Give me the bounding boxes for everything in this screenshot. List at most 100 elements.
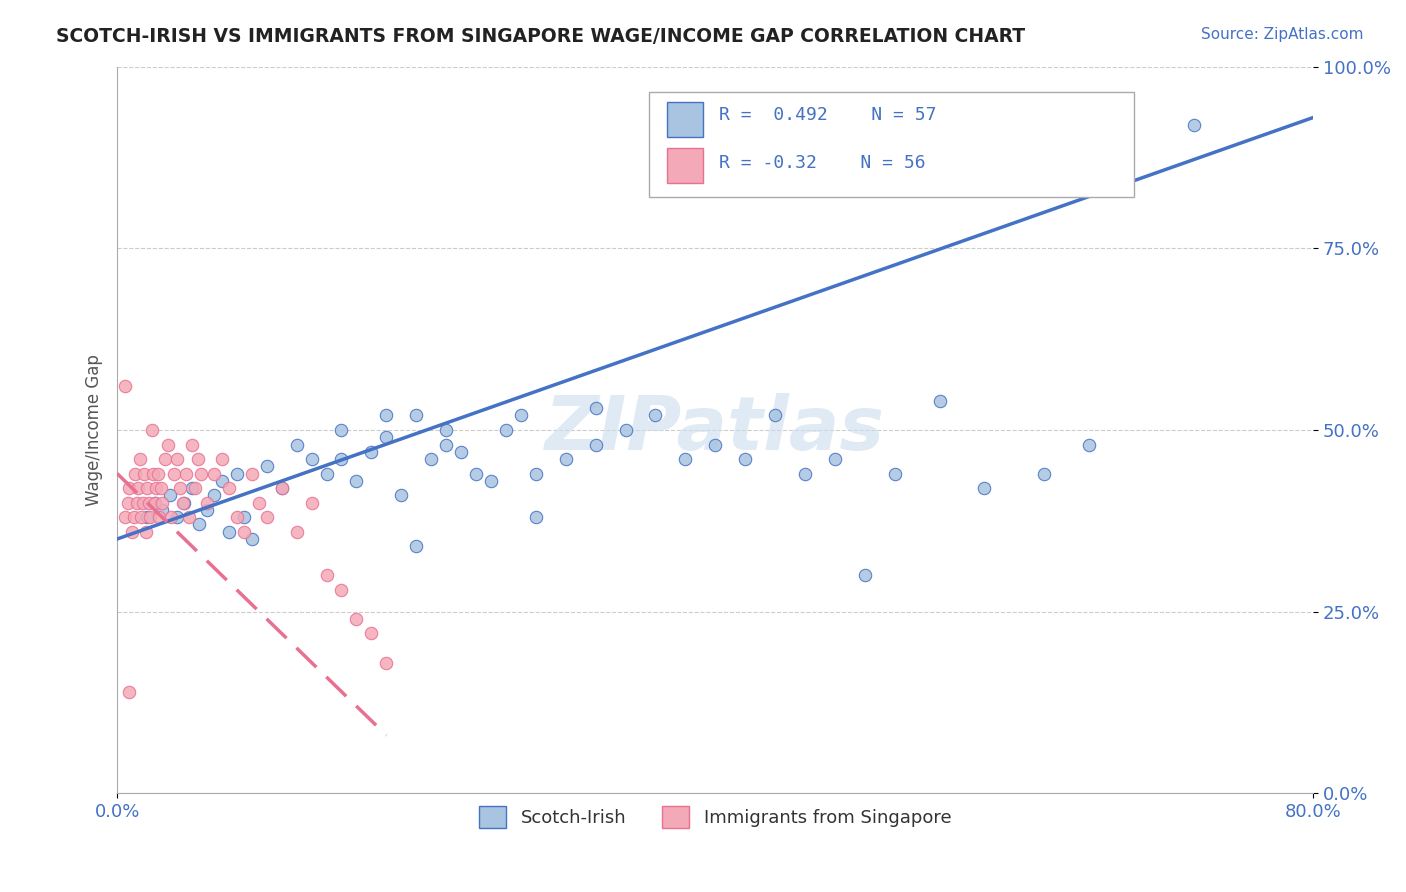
FancyBboxPatch shape xyxy=(668,103,703,137)
Point xyxy=(256,459,278,474)
Point xyxy=(315,568,337,582)
Point xyxy=(233,510,256,524)
Point xyxy=(202,467,225,481)
Point xyxy=(157,437,180,451)
Point xyxy=(270,481,292,495)
Point xyxy=(330,452,353,467)
Point xyxy=(218,481,240,495)
Text: R =  0.492    N = 57: R = 0.492 N = 57 xyxy=(718,106,936,124)
Point xyxy=(136,510,159,524)
Point xyxy=(465,467,488,481)
Point xyxy=(166,452,188,467)
Point xyxy=(247,496,270,510)
Point xyxy=(143,496,166,510)
Point xyxy=(240,532,263,546)
Text: ZIPatlas: ZIPatlas xyxy=(546,393,886,467)
Point xyxy=(330,582,353,597)
Y-axis label: Wage/Income Gap: Wage/Income Gap xyxy=(86,354,103,506)
Point xyxy=(405,409,427,423)
Point xyxy=(118,684,141,698)
Point xyxy=(644,409,666,423)
Point xyxy=(434,437,457,451)
Point xyxy=(883,467,905,481)
Point xyxy=(160,510,183,524)
Point xyxy=(139,510,162,524)
Point xyxy=(420,452,443,467)
Point xyxy=(375,409,398,423)
Point xyxy=(142,467,165,481)
Point xyxy=(132,467,155,481)
Point xyxy=(344,612,367,626)
Point xyxy=(973,481,995,495)
Point xyxy=(225,510,247,524)
Point xyxy=(150,496,173,510)
Point xyxy=(673,452,696,467)
Point xyxy=(344,474,367,488)
Point xyxy=(256,510,278,524)
Point xyxy=(218,524,240,539)
Point xyxy=(285,437,308,451)
Point xyxy=(389,488,412,502)
Point xyxy=(166,510,188,524)
Point xyxy=(129,510,152,524)
Text: R = -0.32    N = 56: R = -0.32 N = 56 xyxy=(718,154,925,172)
Point xyxy=(145,481,167,495)
Point xyxy=(202,488,225,502)
Point xyxy=(188,517,211,532)
Point xyxy=(285,524,308,539)
Point xyxy=(146,467,169,481)
Point xyxy=(138,496,160,510)
Point xyxy=(301,452,323,467)
Point xyxy=(211,474,233,488)
Point xyxy=(121,524,143,539)
Point xyxy=(174,467,197,481)
Point xyxy=(330,423,353,437)
Point xyxy=(824,452,846,467)
Point xyxy=(187,452,209,467)
Point xyxy=(125,496,148,510)
Legend: Scotch-Irish, Immigrants from Singapore: Scotch-Irish, Immigrants from Singapore xyxy=(472,798,959,835)
Point xyxy=(141,423,163,437)
Point xyxy=(122,510,145,524)
Point xyxy=(479,474,502,488)
Point xyxy=(153,452,176,467)
Point xyxy=(450,444,472,458)
Point xyxy=(240,467,263,481)
Point xyxy=(114,379,136,393)
Point xyxy=(853,568,876,582)
Point xyxy=(315,467,337,481)
Point xyxy=(524,510,547,524)
Point xyxy=(360,444,382,458)
Point xyxy=(149,481,172,495)
FancyBboxPatch shape xyxy=(650,92,1133,197)
Point xyxy=(127,481,149,495)
Point xyxy=(1033,467,1056,481)
Point xyxy=(928,393,950,408)
Point xyxy=(509,409,531,423)
Point xyxy=(136,481,159,495)
Point xyxy=(184,481,207,495)
Point xyxy=(195,496,218,510)
Point xyxy=(434,423,457,437)
Point xyxy=(190,467,212,481)
Point xyxy=(177,510,200,524)
Point xyxy=(169,481,191,495)
Text: Source: ZipAtlas.com: Source: ZipAtlas.com xyxy=(1201,27,1364,42)
Point xyxy=(763,409,786,423)
Point xyxy=(114,510,136,524)
Point xyxy=(585,401,607,416)
Point xyxy=(159,488,181,502)
Point xyxy=(195,503,218,517)
Point xyxy=(124,467,146,481)
FancyBboxPatch shape xyxy=(668,148,703,183)
Point xyxy=(173,496,195,510)
Point xyxy=(172,496,194,510)
Point xyxy=(614,423,637,437)
Point xyxy=(495,423,517,437)
Point xyxy=(118,481,141,495)
Point xyxy=(375,430,398,444)
Point xyxy=(1182,118,1205,132)
Point xyxy=(734,452,756,467)
Point xyxy=(270,481,292,495)
Point xyxy=(148,510,170,524)
